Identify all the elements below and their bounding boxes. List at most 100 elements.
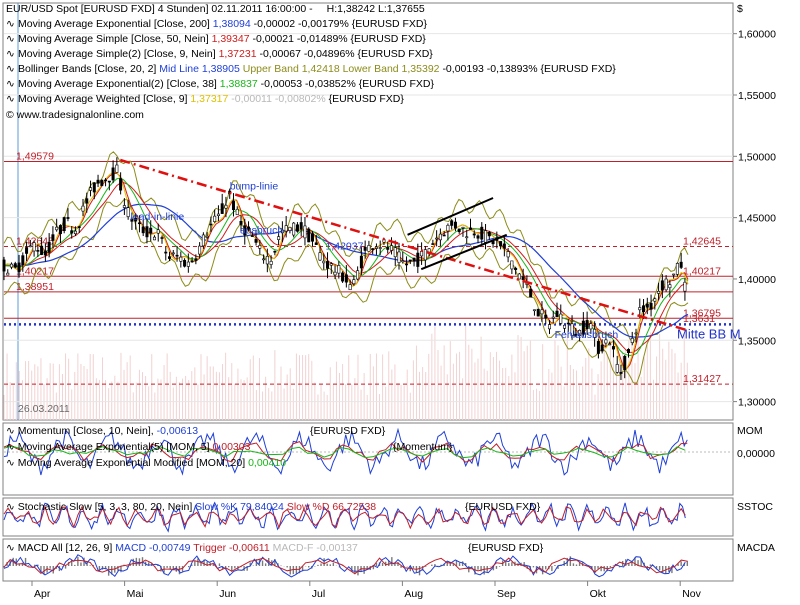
bb-upper <box>3 151 689 344</box>
candle-body <box>186 261 190 267</box>
chart-annotation: ausbruch <box>240 225 283 237</box>
level-label-left: 1,38951 <box>16 281 54 293</box>
channel-lower-line <box>420 233 508 271</box>
price-tick-label: 1,30000 <box>738 397 776 409</box>
stochastic-legend: ∿ Stochastic Slow [5, 3, 3, 80, 20, Nein… <box>6 501 773 513</box>
trend-lines: bump-linie lead-in-linie Fehlausbruch ausbr… <box>119 158 689 341</box>
svg-text:Moving Average Exponential [Cl: Moving Average Exponential [Close, 200] … <box>18 18 428 30</box>
candle-body <box>468 227 472 230</box>
candle-body <box>649 302 653 310</box>
candle-body <box>2 259 6 272</box>
candle-body <box>314 242 318 245</box>
candle-body <box>547 324 551 330</box>
candle-body <box>389 245 393 251</box>
candle-body <box>107 180 111 183</box>
legend-item-sma50[interactable]: ∿ Moving Average Simple [Close, 50, Nein… <box>6 33 426 45</box>
candle-body <box>626 349 630 353</box>
svg-text:∿: ∿ <box>6 63 15 75</box>
month-tick-label: Mai <box>127 588 144 600</box>
candle-body <box>216 213 220 216</box>
candle-body <box>574 333 578 337</box>
legend-item-ema200[interactable]: ∿ Moving Average Exponential [Close, 200… <box>6 18 428 30</box>
legend-item-wma9[interactable]: ∿ Moving Average Weighted [Close, 9] 1,3… <box>6 93 404 105</box>
candle-body <box>657 290 661 294</box>
candle-body <box>499 241 503 247</box>
candle-body <box>47 241 51 253</box>
candle-body <box>149 227 153 234</box>
candle-body <box>51 234 55 241</box>
level-label-right: 1,42645 <box>683 236 721 248</box>
svg-text:{EURUSD FXD}: {EURUSD FXD} <box>468 542 544 554</box>
candle-body <box>431 243 435 245</box>
candle-body <box>378 247 382 249</box>
candle-body <box>137 222 141 225</box>
candle-body <box>344 274 348 283</box>
candle-body <box>457 228 461 233</box>
candle-body <box>288 226 292 231</box>
month-tick-label: Jul <box>312 588 325 600</box>
svg-text:Bollinger Bands [Close, 20, 2]: Bollinger Bands [Close, 20, 2] Mid Line … <box>18 63 616 75</box>
stoch-d-line <box>3 504 686 530</box>
candle-body <box>578 329 582 337</box>
currency-symbol: $ <box>737 3 743 15</box>
candle-body <box>374 246 378 249</box>
candle-body <box>115 164 119 173</box>
legend-item-bollinger[interactable]: ∿ Bollinger Bands [Close, 20, 2] Mid Lin… <box>6 63 616 75</box>
candle-body <box>104 179 108 182</box>
candle-body <box>183 259 187 267</box>
chart-annotation: Fehlausbruch <box>555 329 619 341</box>
source-label: © www.tradesignalonline.com <box>6 109 144 121</box>
candle-body <box>386 247 390 250</box>
candle-body <box>258 245 262 249</box>
candle-body <box>514 267 518 271</box>
candle-body <box>408 259 412 262</box>
macd-axis-label: MACDA <box>737 542 775 554</box>
candle-body <box>66 217 70 219</box>
candle-body <box>277 236 281 240</box>
candle-body <box>453 221 457 229</box>
svg-text:{EURUSD FXD}: {EURUSD FXD} <box>465 501 541 513</box>
candle-body <box>262 258 266 261</box>
date-marker-label: 26.03.2011 <box>18 403 70 415</box>
price-tick-label: 1,55000 <box>738 90 776 102</box>
candle-body <box>213 215 217 222</box>
candle-body <box>563 324 567 329</box>
svg-text:Moving Average Weighted [Close: Moving Average Weighted [Close, 9] 1,373… <box>18 93 404 105</box>
level-label-left: 1,40217 <box>16 265 54 277</box>
candle-body <box>141 226 145 234</box>
candle-body <box>525 283 529 285</box>
candle-body <box>62 217 66 232</box>
svg-text:∿ MACD All [12, 26, 9] MACD -0: ∿ MACD All [12, 26, 9] MACD -0,00749 Tri… <box>6 542 358 554</box>
candle-body <box>247 226 251 230</box>
level-label-right: 1,3631 <box>683 313 715 325</box>
legend-item-sma9[interactable]: ∿ Moving Average Simple(2) [Close, 9, Ne… <box>6 48 433 60</box>
candle-body <box>506 251 510 258</box>
candle-body <box>442 234 446 237</box>
candle-body <box>318 252 322 261</box>
legend-item-ema38[interactable]: ∿ Moving Average Exponential(2) [Close, … <box>6 78 434 90</box>
month-tick-label: Aug <box>404 588 423 600</box>
ema-200-line <box>4 203 689 338</box>
svg-text:Moving Average Exponential(2): Moving Average Exponential(2) [Close, 38… <box>18 78 434 90</box>
candle-body <box>292 222 296 236</box>
price-gridlines <box>4 33 733 403</box>
candle-body <box>401 260 405 263</box>
price-tick-label: 1,60000 <box>738 29 776 41</box>
month-tick-label: Jun <box>219 588 236 600</box>
candle-body <box>634 332 638 335</box>
candle-body <box>280 229 284 234</box>
candle-body <box>333 271 337 276</box>
candle-body <box>205 235 209 238</box>
momentum-line <box>3 427 688 476</box>
candle-body <box>307 228 311 243</box>
candle-body <box>521 276 525 281</box>
candle-body <box>476 235 480 239</box>
candle-body <box>487 231 491 237</box>
svg-text:∿ Moving Average Exponential M: ∿ Moving Average Exponential Modified [M… <box>6 457 286 469</box>
momentum-ema-line <box>3 441 688 463</box>
candle-body <box>570 323 574 336</box>
mom-axis-label: MOM <box>737 425 763 437</box>
candle-body <box>310 233 314 242</box>
mom-zero-tick: 0,00000 <box>737 448 775 460</box>
